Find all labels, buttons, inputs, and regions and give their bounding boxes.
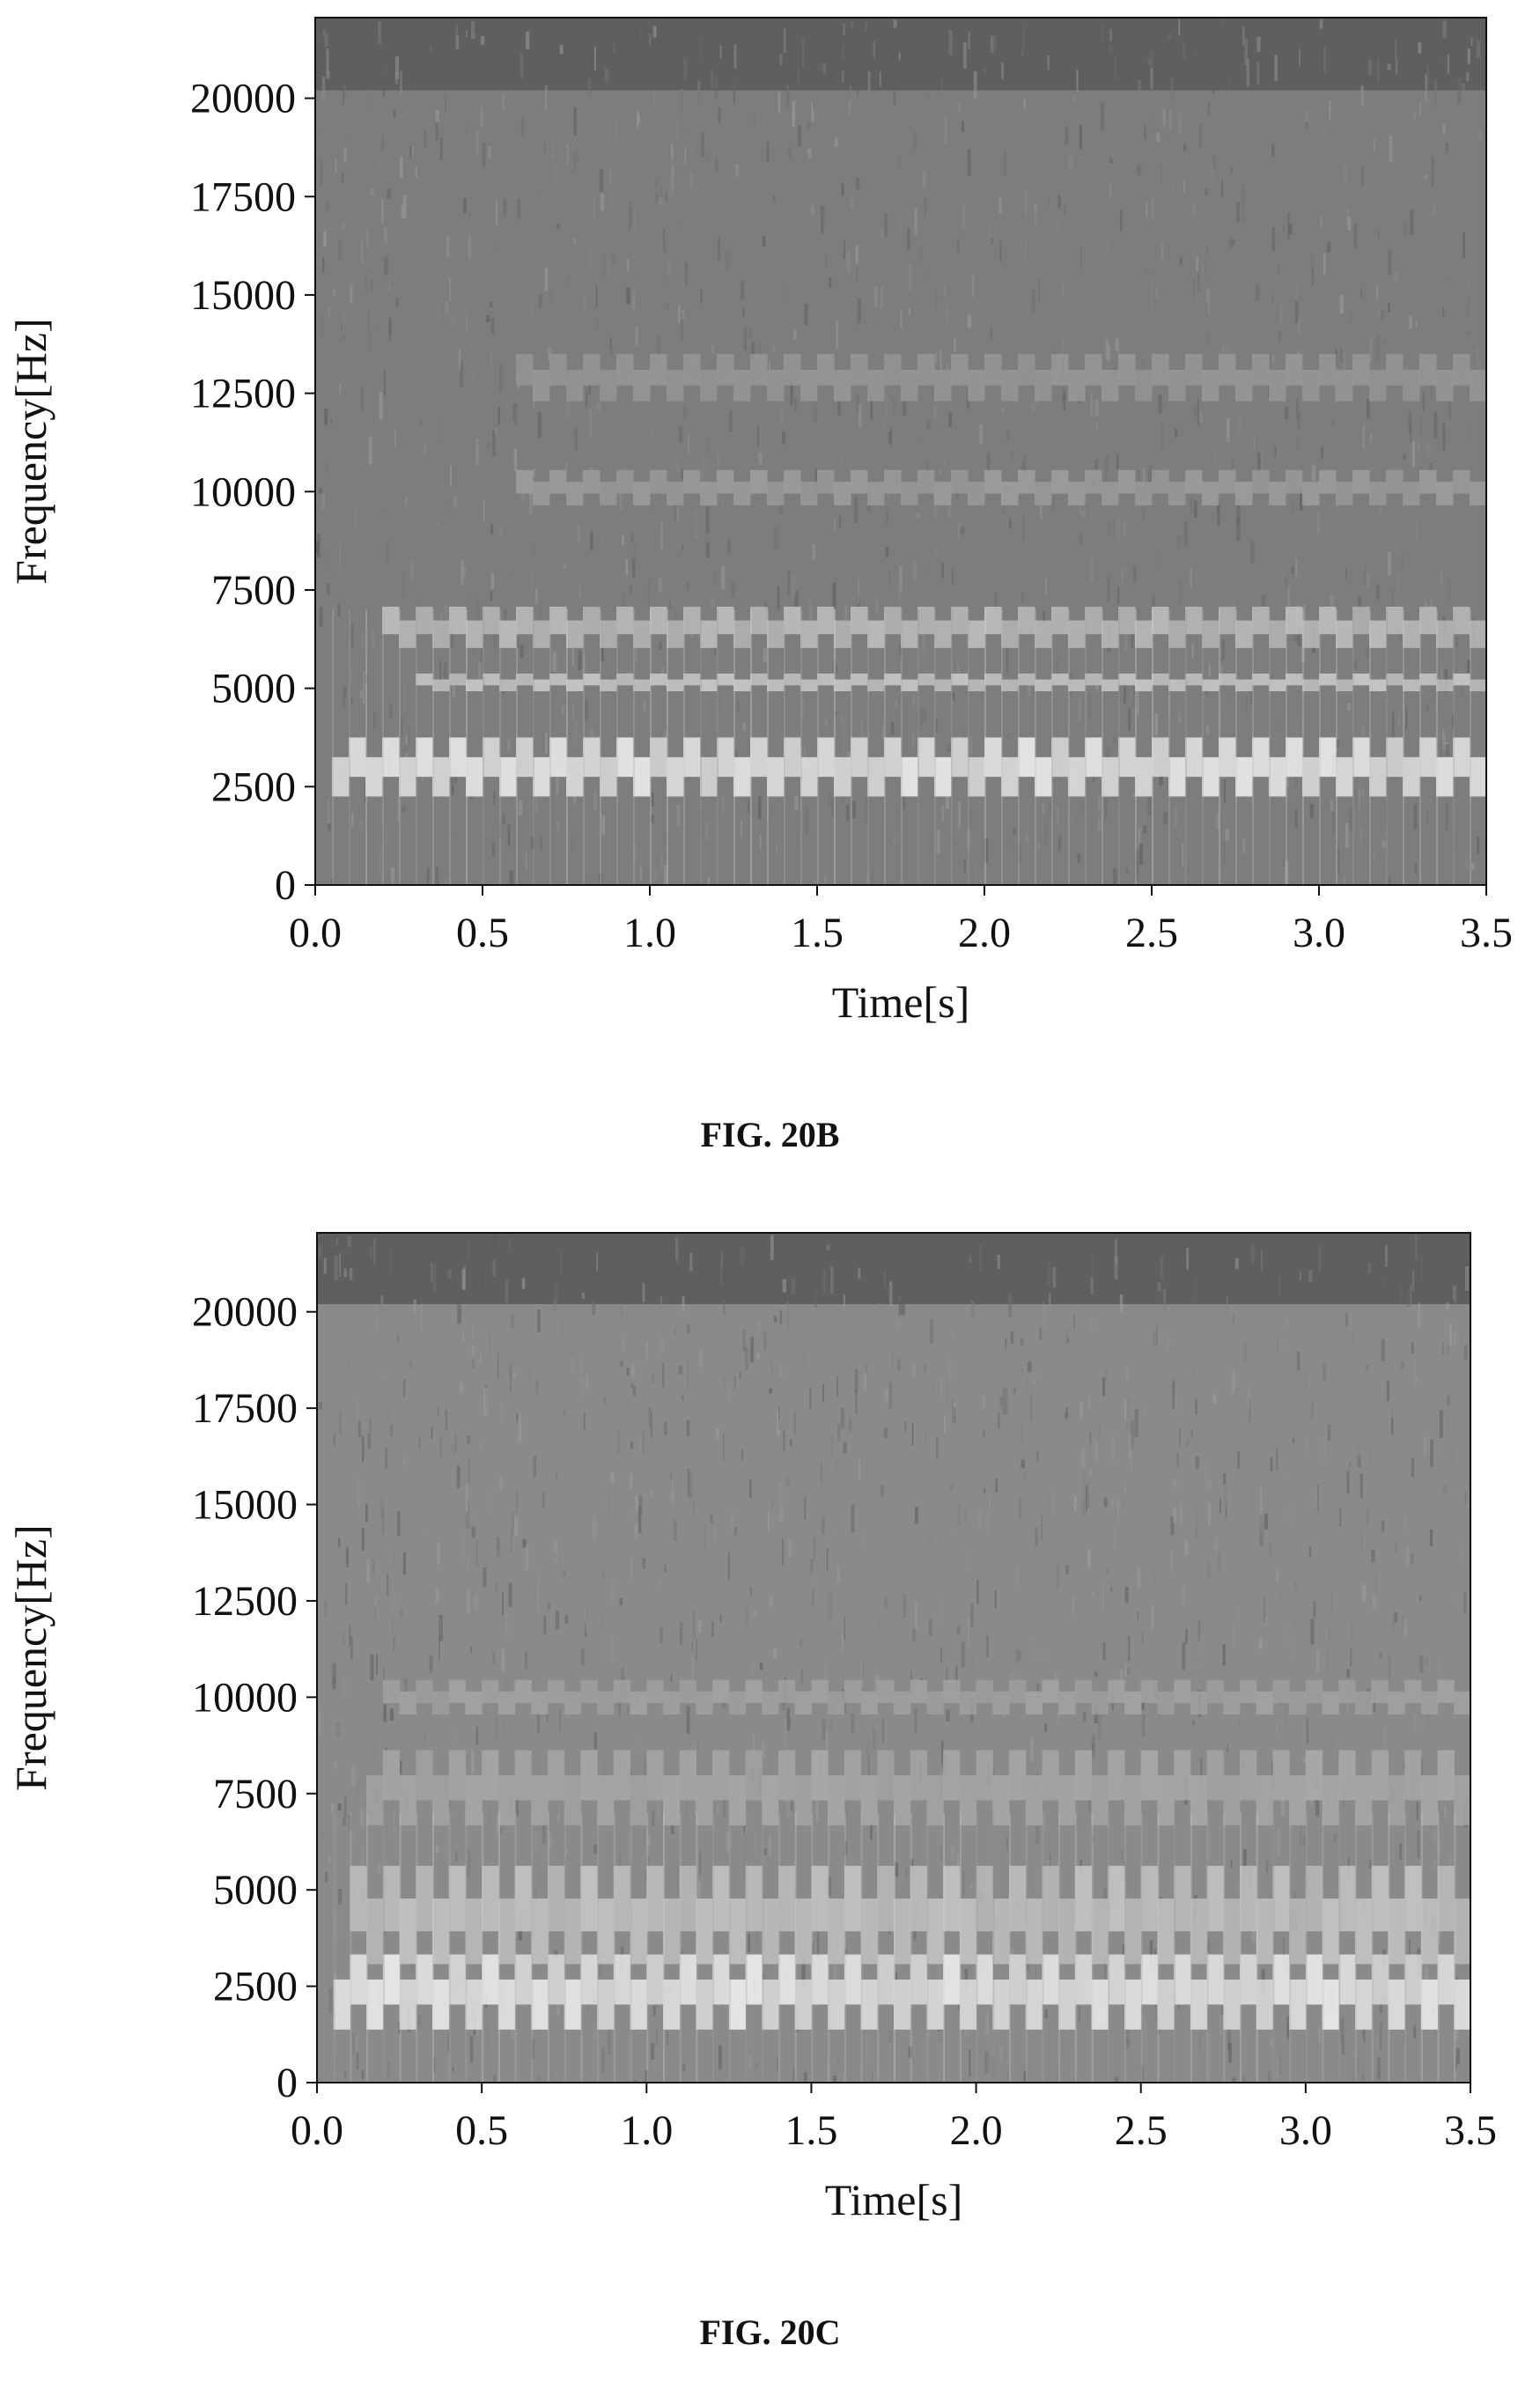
harmonic-band-4 [382, 1679, 1470, 1715]
harmonic-band-3 [366, 1750, 1470, 1825]
y-tick-label: 10000 [192, 1674, 298, 1721]
x-tick-label: 2.0 [958, 910, 1011, 956]
y-axis-label: Frequency[Hz] [6, 318, 55, 585]
x-tick-label: 3.5 [1460, 910, 1513, 956]
x-tick-label: 0.0 [291, 2107, 343, 2154]
y-tick-label: 0 [275, 862, 296, 909]
x-tick-label: 1.5 [785, 2107, 837, 2154]
y-tick-label: 17500 [192, 1385, 298, 1432]
y-tick-label: 0 [276, 2060, 298, 2106]
plot-frame [314, 17, 1487, 886]
harmonic-band-3 [382, 606, 1486, 648]
y-tick-label: 5000 [211, 666, 296, 712]
spectrogram-chart-20b: 0 2500 5000 7500 10000 12500 15000 17500 20000 0.… [6, 17, 1513, 1027]
figure-caption-20c: FIG. 20C [699, 2312, 841, 2352]
harmonic-band-5 [516, 353, 1486, 402]
y-tick-label: 2500 [211, 763, 296, 810]
harmonic-band-4 [516, 469, 1486, 505]
y-tick-label: 5000 [213, 1867, 298, 1914]
x-axis: 0.0 0.5 1.0 1.5 2.0 2.5 3.0 3.5 [291, 2083, 1497, 2154]
y-tick-label: 15000 [192, 1482, 298, 1529]
figure-caption-20b: FIG. 20B [700, 1115, 840, 1154]
x-tick-label: 3.0 [1279, 2107, 1332, 2154]
harmonic-band-2 [416, 673, 1486, 691]
spectrogram-area [317, 1233, 1470, 2083]
y-tick-label: 7500 [211, 567, 296, 614]
x-tick-label: 2.0 [950, 2107, 1003, 2154]
y-tick-label: 12500 [192, 1578, 298, 1625]
spectrogram-chart-20c: 0 2500 5000 7500 10000 12500 15000 17500 20000 0.… [6, 1232, 1497, 2224]
y-tick-label: 15000 [190, 272, 296, 319]
y-axis-label: Frequency[Hz] [6, 1524, 55, 1791]
x-axis-label: Time[s] [825, 2175, 963, 2224]
y-tick-label: 17500 [190, 173, 296, 220]
y-tick-label: 7500 [213, 1771, 298, 1818]
y-tick-label: 20000 [190, 76, 296, 122]
x-tick-label: 0.5 [456, 910, 509, 956]
x-tick-label: 0.5 [455, 2107, 508, 2154]
plot-frame [316, 1232, 1471, 2083]
harmonic-band-1 [333, 1954, 1470, 2030]
harmonic-band-1 [332, 737, 1486, 797]
x-tick-label: 3.5 [1444, 2107, 1497, 2154]
spectrogram-area [315, 18, 1486, 885]
y-tick-label: 12500 [190, 371, 296, 417]
frame-striations [333, 1812, 1456, 2083]
x-tick-label: 1.5 [791, 910, 844, 956]
y-tick-label: 20000 [192, 1289, 298, 1336]
x-tick-label: 0.0 [289, 910, 342, 956]
x-axis-label: Time[s] [832, 977, 970, 1027]
x-tick-label: 2.5 [1115, 2107, 1168, 2154]
x-tick-label: 1.0 [620, 2107, 673, 2154]
y-tick-label: 2500 [213, 1964, 298, 2010]
y-axis: 0 2500 5000 7500 10000 12500 15000 17500 20000 [190, 76, 315, 909]
spectrogram-noise-band-top [315, 18, 1486, 91]
y-tick-label: 10000 [190, 468, 296, 515]
x-tick-label: 1.0 [623, 910, 676, 956]
harmonic-band-2 [350, 1865, 1470, 1965]
y-axis: 0 2500 5000 7500 10000 12500 15000 17500 20000 [192, 1289, 317, 2106]
figure-20b: 0 2500 5000 7500 10000 12500 15000 17500 20000 0.… [0, 0, 1540, 1171]
x-tick-label: 3.0 [1293, 910, 1345, 956]
frame-striations [332, 609, 1471, 885]
figure-20c: 0 2500 5000 7500 10000 12500 15000 17500 20000 0.… [0, 1215, 1540, 2378]
x-tick-label: 2.5 [1125, 910, 1178, 956]
x-axis: 0.0 0.5 1.0 1.5 2.0 2.5 3.0 3.5 [289, 885, 1513, 956]
